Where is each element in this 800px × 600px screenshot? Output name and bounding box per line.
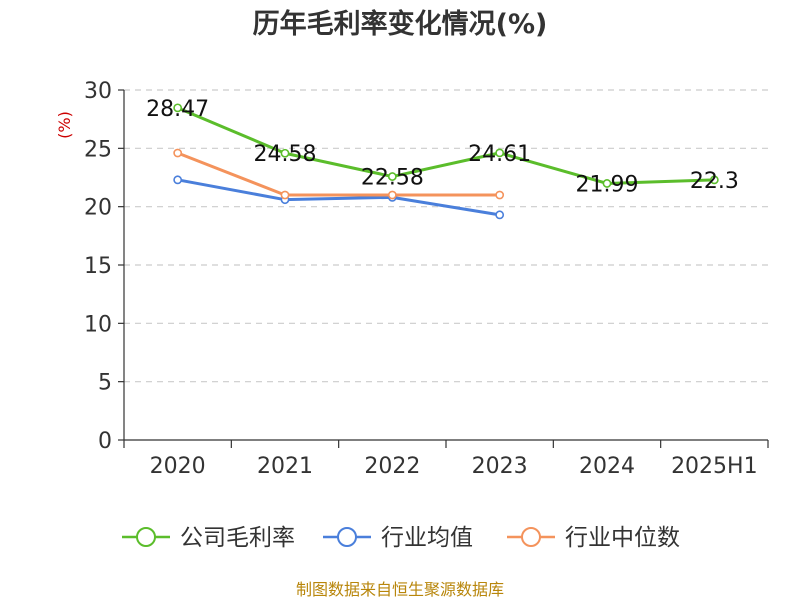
x-tick-label: 2021 bbox=[257, 454, 313, 479]
x-tick-label: 2025H1 bbox=[671, 454, 758, 479]
data-point bbox=[387, 172, 397, 181]
data-point bbox=[495, 210, 505, 220]
x-tick-label: 2020 bbox=[150, 454, 206, 479]
data-point bbox=[173, 148, 183, 158]
data-point bbox=[602, 179, 612, 188]
data-label: 24.61 bbox=[468, 142, 531, 167]
y-tick-label: 10 bbox=[84, 312, 112, 337]
data-point bbox=[280, 148, 290, 158]
data-label: 28.47 bbox=[146, 97, 209, 122]
data-point bbox=[495, 148, 505, 158]
data-point bbox=[495, 190, 505, 200]
series-line-1 bbox=[176, 178, 502, 217]
y-tick-label: 5 bbox=[98, 371, 112, 396]
axes: 0 5 10 15 20 25 30 2020 2021 2022 2023 2024 2025H1 bbox=[84, 79, 769, 479]
y-tick-label: 15 bbox=[84, 254, 112, 279]
x-tick-label: 2022 bbox=[364, 454, 420, 479]
legend-label: 行业均值 bbox=[381, 525, 473, 551]
legend-swatch-marker bbox=[337, 527, 357, 547]
y-axis-unit: (%) bbox=[55, 111, 74, 139]
y-tick-label: 30 bbox=[84, 79, 112, 104]
source-note: 制图数据来自恒生聚源数据库 bbox=[296, 580, 504, 599]
x-tick-label: 2023 bbox=[472, 454, 528, 479]
series-line-0 bbox=[176, 106, 716, 185]
data-point bbox=[387, 190, 397, 200]
data-labels: 28.47 24.58 22.58 24.61 21.99 22.3 bbox=[146, 97, 739, 198]
data-point bbox=[709, 175, 719, 185]
data-point bbox=[173, 103, 183, 113]
data-point bbox=[173, 175, 183, 185]
data-label: 24.58 bbox=[254, 142, 317, 167]
x-tick-label: 2024 bbox=[579, 454, 635, 479]
data-label: 22.3 bbox=[690, 169, 739, 194]
y-tick-label: 0 bbox=[98, 429, 112, 454]
legend: 公司毛利率 行业均值 行业中位数 bbox=[122, 525, 680, 551]
data-label: 22.58 bbox=[361, 166, 424, 191]
y-tick-label: 25 bbox=[84, 137, 112, 162]
series-layer bbox=[173, 103, 719, 220]
data-point bbox=[280, 190, 290, 200]
series-line-2 bbox=[176, 151, 502, 197]
data-label: 21.99 bbox=[576, 172, 639, 197]
y-tick-label: 20 bbox=[84, 196, 112, 221]
legend-label: 公司毛利率 bbox=[180, 525, 295, 551]
chart-title: 历年毛利率变化情况(%) bbox=[253, 8, 548, 40]
grid-lines bbox=[124, 89, 768, 383]
legend-swatch-marker bbox=[521, 527, 541, 547]
legend-label: 行业中位数 bbox=[565, 525, 680, 551]
legend-swatch-marker bbox=[136, 527, 156, 547]
